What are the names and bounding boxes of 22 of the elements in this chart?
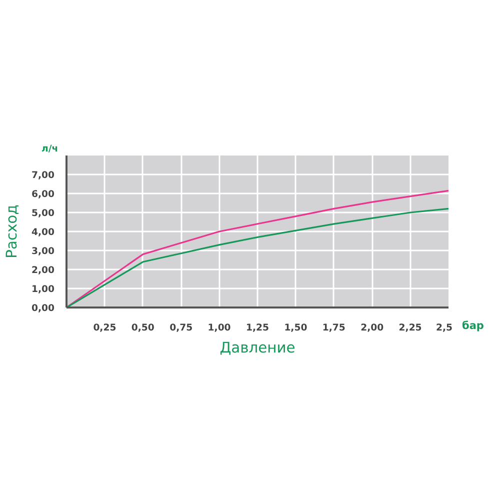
y-tick-label: 2,00 [31,265,56,276]
x-tick-label: 0,50 [131,322,155,334]
y-tick-label: 0,00 [31,303,56,314]
text: бар [462,319,484,334]
x-tick-label: 1,50 [284,322,308,334]
text: л/ч [42,144,58,154]
x-axis-title: Давление [220,340,296,356]
x-tick-label: 0,75 [170,322,193,334]
x-tick-label: 1,75 [322,322,346,334]
y-tick-label: 6,00 [31,189,56,200]
x-tick-label: 2,25 [398,322,422,334]
y-tick-label: 4,00 [31,227,56,238]
x-tick-label: 1,25 [246,322,270,334]
y-tick-label: 5,00 [31,208,56,219]
x-tick-label: 2,00 [360,322,384,334]
x-tick-label: 0,25 [93,322,116,334]
y-tick-label: 7,00 [31,170,56,181]
y-tick-label: 1,00 [31,284,56,295]
y-tick-label: 3,00 [31,246,56,257]
y-axis-title: Расход [3,204,20,258]
x-tick-label: 1,00 [208,322,232,334]
x-tick-label: 2,5 [436,322,453,334]
